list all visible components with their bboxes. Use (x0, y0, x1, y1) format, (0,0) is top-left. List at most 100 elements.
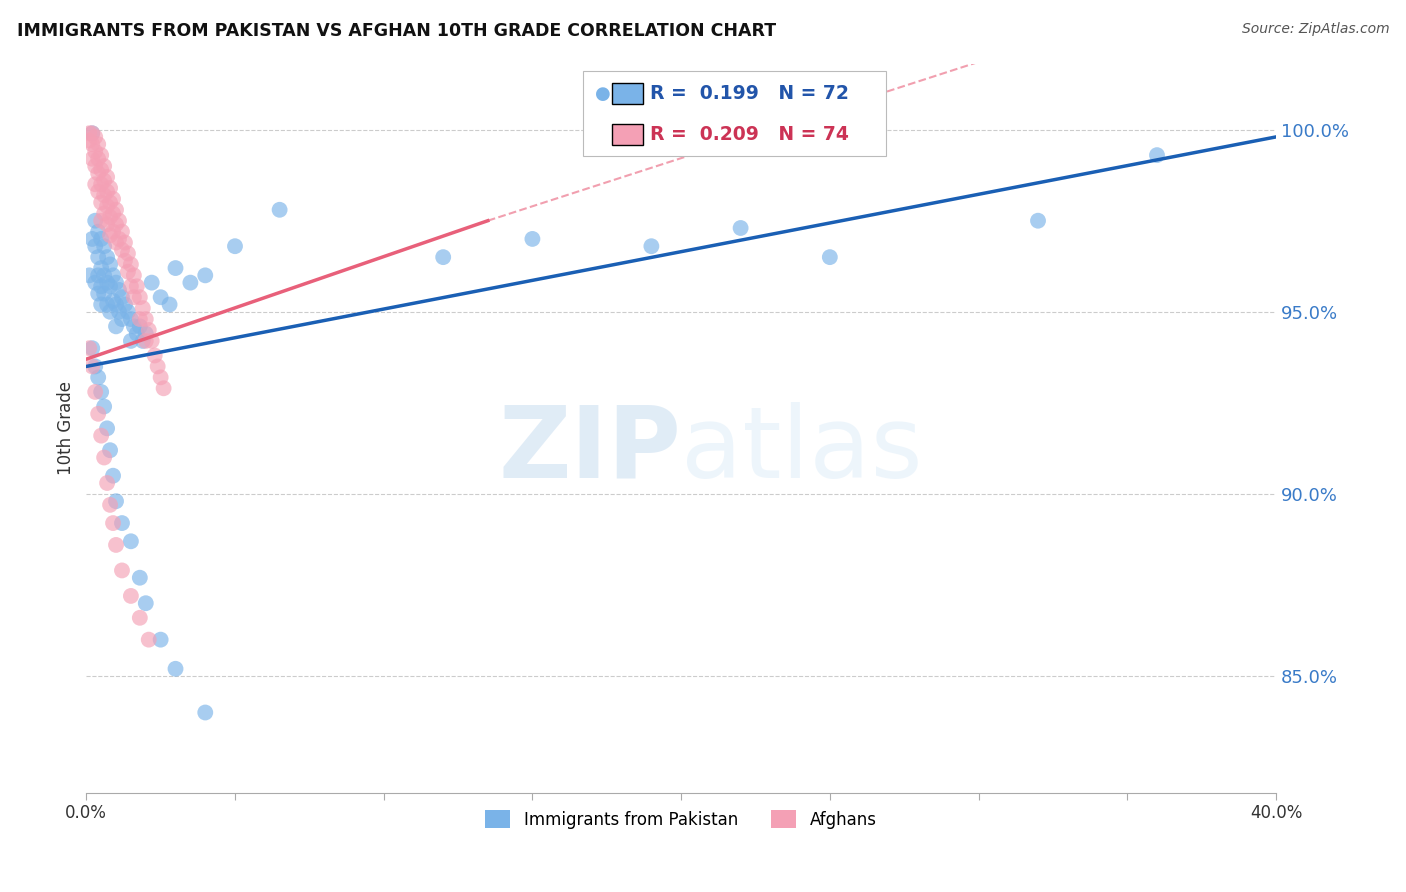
Immigrants from Pakistan (432, 250, 454, 264)
Immigrants from Pakistan (122, 319, 145, 334)
Afghans (84, 384, 107, 399)
Text: atlas: atlas (681, 401, 922, 499)
Afghans (98, 228, 121, 243)
Immigrants from Pakistan (90, 297, 112, 311)
Afghans (146, 359, 169, 374)
Immigrants from Pakistan (120, 534, 142, 549)
Afghans (96, 475, 118, 490)
Afghans (90, 213, 112, 227)
Immigrants from Pakistan (93, 268, 115, 283)
Afghans (120, 589, 142, 603)
Immigrants from Pakistan (120, 334, 142, 348)
Immigrants from Pakistan (84, 359, 107, 374)
Immigrants from Pakistan (96, 421, 118, 435)
Afghans (108, 232, 131, 246)
Afghans (77, 126, 100, 140)
Afghans (77, 341, 100, 355)
Afghans (87, 137, 110, 152)
Afghans (105, 538, 128, 552)
Afghans (98, 498, 121, 512)
Afghans (114, 235, 136, 250)
Afghans (84, 178, 107, 192)
Immigrants from Pakistan (87, 286, 110, 301)
Afghans (90, 195, 112, 210)
Immigrants from Pakistan (98, 305, 121, 319)
Immigrants from Pakistan (105, 494, 128, 508)
Afghans (128, 290, 150, 304)
Afghans (101, 206, 124, 220)
Afghans (128, 611, 150, 625)
Immigrants from Pakistan (87, 250, 110, 264)
Afghans (93, 159, 115, 173)
Afghans (108, 213, 131, 227)
Immigrants from Pakistan (179, 276, 201, 290)
Immigrants from Pakistan (93, 286, 115, 301)
Afghans (152, 381, 174, 395)
Afghans (101, 192, 124, 206)
Afghans (101, 225, 124, 239)
Immigrants from Pakistan (108, 283, 131, 297)
Immigrants from Pakistan (128, 571, 150, 585)
Immigrants from Pakistan (224, 239, 246, 253)
Immigrants from Pakistan (84, 239, 107, 253)
Immigrants from Pakistan (96, 250, 118, 264)
Afghans (117, 246, 139, 260)
Afghans (93, 450, 115, 465)
Immigrants from Pakistan (98, 443, 121, 458)
Text: Source: ZipAtlas.com: Source: ZipAtlas.com (1241, 22, 1389, 37)
Immigrants from Pakistan (98, 279, 121, 293)
Afghans (101, 516, 124, 530)
Afghans (87, 166, 110, 180)
Afghans (125, 279, 148, 293)
Afghans (105, 218, 128, 232)
Afghans (120, 279, 142, 293)
Afghans (96, 199, 118, 213)
Immigrants from Pakistan (165, 261, 187, 276)
Afghans (87, 185, 110, 199)
Afghans (82, 126, 104, 140)
Immigrants from Pakistan (818, 250, 841, 264)
Immigrants from Pakistan (77, 268, 100, 283)
Text: R =  0.209   N = 74: R = 0.209 N = 74 (650, 125, 848, 145)
Afghans (87, 407, 110, 421)
Immigrants from Pakistan (522, 232, 544, 246)
Afghans (143, 349, 166, 363)
Immigrants from Pakistan (93, 239, 115, 253)
Afghans (135, 334, 157, 348)
Afghans (98, 210, 121, 224)
Immigrants from Pakistan (141, 276, 163, 290)
Afghans (122, 268, 145, 283)
Immigrants from Pakistan (101, 468, 124, 483)
Afghans (84, 129, 107, 144)
Immigrants from Pakistan (90, 261, 112, 276)
Afghans (141, 334, 163, 348)
Immigrants from Pakistan (87, 268, 110, 283)
Immigrants from Pakistan (135, 326, 157, 341)
Text: ZIP: ZIP (498, 401, 681, 499)
Afghans (90, 178, 112, 192)
Immigrants from Pakistan (98, 257, 121, 271)
Immigrants from Pakistan (128, 319, 150, 334)
Text: R =  0.199   N = 72: R = 0.199 N = 72 (650, 84, 848, 103)
Afghans (96, 169, 118, 184)
Immigrants from Pakistan (117, 305, 139, 319)
Afghans (84, 159, 107, 173)
Afghans (87, 152, 110, 166)
Immigrants from Pakistan (135, 596, 157, 610)
Afghans (111, 563, 134, 577)
Immigrants from Pakistan (165, 662, 187, 676)
Immigrants from Pakistan (194, 706, 217, 720)
Immigrants from Pakistan (730, 221, 752, 235)
Immigrants from Pakistan (194, 268, 217, 283)
Immigrants from Pakistan (149, 632, 172, 647)
Afghans (111, 243, 134, 257)
Afghans (149, 370, 172, 384)
Immigrants from Pakistan (101, 293, 124, 308)
Afghans (93, 174, 115, 188)
Afghans (138, 632, 160, 647)
Immigrants from Pakistan (96, 297, 118, 311)
Afghans (96, 218, 118, 232)
Afghans (128, 312, 150, 326)
Immigrants from Pakistan (111, 312, 134, 326)
Afghans (93, 188, 115, 202)
